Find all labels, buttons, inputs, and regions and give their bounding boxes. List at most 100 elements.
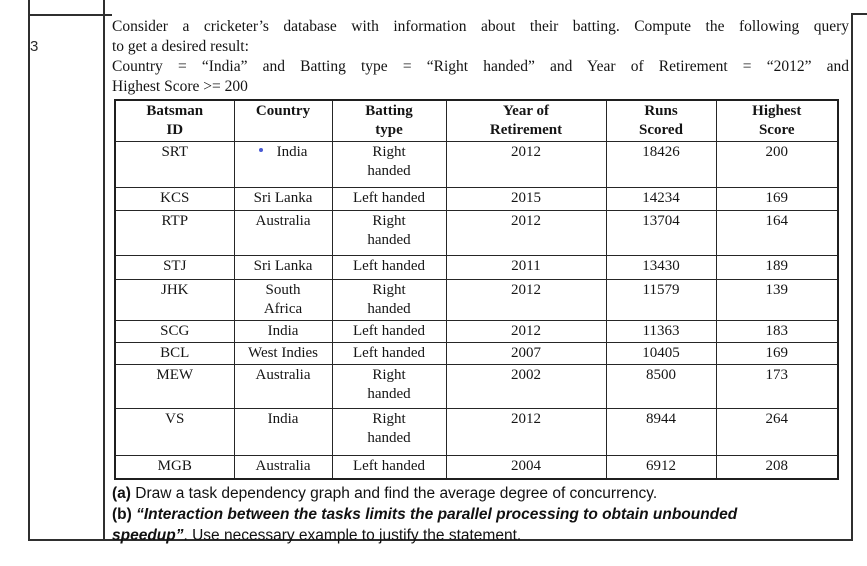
table-cell: Left handed — [331, 455, 447, 479]
table-cell: 2012 — [445, 141, 607, 188]
question-text-line: Country = “India” and Batting type = “Ri… — [112, 58, 849, 75]
question-text-line: to get a desired result: — [112, 38, 249, 55]
table-row: MGB Australia Left handed 2004 6912 208 — [114, 455, 839, 479]
table-cell: Right handed — [331, 141, 447, 188]
table-cell: Australia — [233, 210, 333, 256]
table-header-cell: Year of Retirement — [445, 99, 607, 142]
table-header-cell: Runs Scored — [605, 99, 717, 142]
question-text: Consider a cricketer’s database with inf… — [112, 17, 849, 97]
table-cell: 2015 — [445, 187, 607, 211]
table-cell: VS — [114, 408, 235, 456]
table-cell: 2012 — [445, 320, 607, 343]
table-cell: RTP — [114, 210, 235, 256]
table-cell: 169 — [715, 342, 839, 365]
table-cell: 264 — [715, 408, 839, 456]
subquestion-a: (a) Draw a task dependency graph and fin… — [112, 483, 849, 504]
annotation-dot-icon — [258, 148, 263, 152]
table-cell: South Africa — [233, 279, 333, 321]
table-cell: Left handed — [331, 187, 447, 211]
table-cell: 2012 — [445, 210, 607, 256]
subquestion-b-quote-line1: “Interaction between the tasks limits th… — [136, 505, 738, 523]
table-cell: MGB — [114, 455, 235, 479]
subquestion-b-quote-line2: speedup” — [112, 526, 184, 544]
subquestions: (a) Draw a task dependency graph and fin… — [112, 483, 849, 546]
table-row: RTP Australia Right handed 2012 13704 164 — [114, 210, 839, 256]
table-header-cell: Highest Score — [715, 99, 839, 142]
table-cell: Australia — [233, 364, 333, 409]
table-cell: SRT — [114, 141, 235, 188]
table-cell: 13430 — [605, 255, 717, 280]
table-cell: 11579 — [605, 279, 717, 321]
table-cell: KCS — [114, 187, 235, 211]
question-column-border-line — [103, 0, 105, 541]
table-cell: 13704 — [605, 210, 717, 256]
table-cell: 139 — [715, 279, 839, 321]
table-cell: India — [233, 320, 333, 343]
table-header-cell: Batsman ID — [114, 99, 235, 142]
table-cell: Right handed — [331, 364, 447, 409]
table-cell: 173 — [715, 364, 839, 409]
table-header-cell: Batting type — [331, 99, 447, 142]
table-cell: Right handed — [331, 408, 447, 456]
table-cell: 2011 — [445, 255, 607, 280]
table-row: SCG India Left handed 2012 11363 183 — [114, 320, 839, 343]
table-row: MEW Australia Right handed 2002 8500 173 — [114, 364, 839, 409]
subquestion-a-label: (a) — [112, 484, 131, 502]
table-cell: MEW — [114, 364, 235, 409]
table-cell: JHK — [114, 279, 235, 321]
table-cell: Right handed — [331, 279, 447, 321]
table-cell: Left handed — [331, 255, 447, 280]
left-column-border-line — [28, 0, 30, 541]
table-cell: 11363 — [605, 320, 717, 343]
table-cell: 6912 — [605, 455, 717, 479]
subquestion-b-rest: . Use necessary example to justify the s… — [183, 526, 522, 544]
table-cell: Right handed — [331, 210, 447, 256]
table-cell: 2012 — [445, 279, 607, 321]
subquestion-b: (b) “Interaction between the tasks limit… — [112, 504, 849, 546]
table-cell: 164 — [715, 210, 839, 256]
table-row: SRT India Right handed 2012 18426 200 — [114, 141, 839, 188]
table-cell: 208 — [715, 455, 839, 479]
table-cell: BCL — [114, 342, 235, 365]
table-cell: Australia — [233, 455, 333, 479]
subquestion-a-text: Draw a task dependency graph and find th… — [135, 484, 658, 502]
table-cell: Sri Lanka — [233, 187, 333, 211]
table-row: JHK South Africa Right handed 2012 11579 139 — [114, 279, 839, 321]
table-cell: 169 — [715, 187, 839, 211]
table-cell: 189 — [715, 255, 839, 280]
top-right-row-separator-line — [851, 13, 867, 15]
table-cell: 200 — [715, 141, 839, 188]
table-row: STJ Sri Lanka Left handed 2011 13430 189 — [114, 255, 839, 280]
table-cell: Left handed — [331, 320, 447, 343]
question-text-line: Consider a cricketer’s database with inf… — [112, 18, 849, 35]
question-content: Consider a cricketer’s database with inf… — [112, 17, 849, 546]
table-cell: STJ — [114, 255, 235, 280]
table-cell: 2004 — [445, 455, 607, 479]
top-row-separator-line — [28, 14, 112, 16]
question-text-line: Highest Score >= 200 — [112, 78, 248, 95]
table-cell: SCG — [114, 320, 235, 343]
table-row: VS India Right handed 2012 8944 264 — [114, 408, 839, 456]
table-cell: 18426 — [605, 141, 717, 188]
table-row: KCS Sri Lanka Left handed 2015 14234 169 — [114, 187, 839, 211]
table-cell: 183 — [715, 320, 839, 343]
question-number: 3 — [30, 38, 39, 55]
table-cell: 2007 — [445, 342, 607, 365]
right-column-border-line — [851, 13, 853, 541]
table-cell: 8944 — [605, 408, 717, 456]
table-cell: India — [233, 408, 333, 456]
table-cell: 2012 — [445, 408, 607, 456]
table-cell: Sri Lanka — [233, 255, 333, 280]
table-cell: 8500 — [605, 364, 717, 409]
subquestion-b-label: (b) — [112, 505, 132, 523]
table-cell: India — [233, 141, 333, 188]
table-cell: 14234 — [605, 187, 717, 211]
table-cell: West Indies — [233, 342, 333, 365]
batsman-table: Batsman ID Country Batting type Year of Ret… — [114, 99, 839, 480]
table-row: BCL West Indies Left handed 2007 10405 169 — [114, 342, 839, 365]
bottom-row-border-line — [28, 539, 853, 541]
table-header-cell: Country — [233, 99, 333, 142]
table-cell: Left handed — [331, 342, 447, 365]
table-cell: 10405 — [605, 342, 717, 365]
